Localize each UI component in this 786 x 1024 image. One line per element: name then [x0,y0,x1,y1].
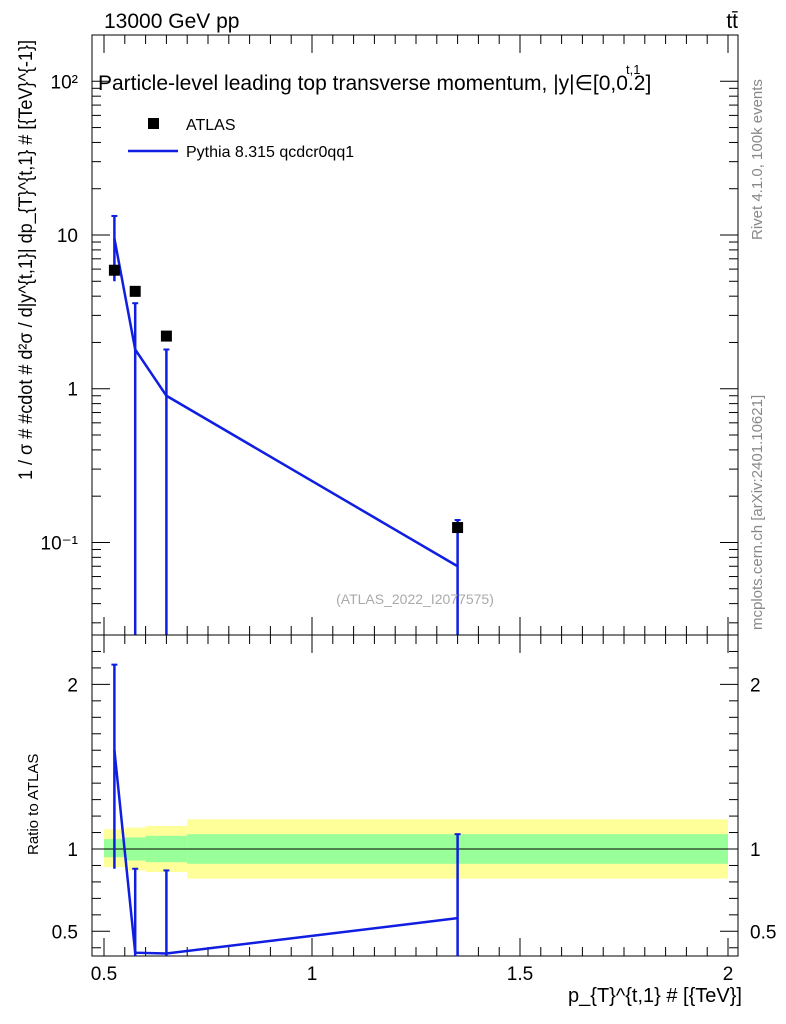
main-panel: 10⁻¹ 1 10 10² (ATLAS_2022_I2077575) [41,34,739,636]
x-tick-labels: 0.5 1 1.5 2 [91,964,734,985]
legend-model-label: Pythia 8.315 qcdcr0qq1 [186,144,354,161]
legend-atlas-label: ATLAS [186,117,236,134]
y-tick-label: 1 [67,380,78,401]
ratio-y-tick-label: 0.5 [52,922,78,943]
source-label: mcplots.cern.ch [arXiv:2401.10621] [749,395,766,630]
x-tick-label: 1 [307,964,318,985]
chart-title: Particle-level leading top transverse mo… [98,62,651,95]
y-tick-label: 10² [51,72,78,93]
atlas-marker [129,285,141,297]
ratio-axis-ticks [92,635,738,956]
ratio-panel: 0.5 0.5 1 1 2 2 0.5 1 1.5 2 [52,634,777,985]
energy-label: 13000 GeV pp [104,10,239,33]
ratio-frame [91,634,739,957]
legend: ATLAS Pythia 8.315 qcdcr0qq1 [128,117,354,161]
process-label: tt̄ [726,10,738,33]
x-tick-label: 0.5 [91,964,117,985]
x-axis-label: p_{T}^{t,1} # [{TeV}] [568,985,742,1007]
atlas-markers [108,264,464,534]
legend-atlas-marker [148,118,159,129]
ratio-y-tick-label-right: 1 [750,840,761,861]
rivet-version-label: Rivet 4.1.0, 100k events [749,79,766,240]
ratio-error-bars [111,663,461,956]
ratio-y-tick-label: 2 [67,675,78,696]
x-tick-label: 2 [723,964,734,985]
atlas-marker [452,522,464,534]
y-tick-label: 10 [57,226,78,247]
chart-title-superscript: t,1 [626,62,640,77]
atlas-marker [160,330,172,342]
x-tick-label: 1.5 [507,964,533,985]
ratio-y-tick-label-right: 2 [750,675,761,696]
main-y-tick-labels: 10⁻¹ 1 10 10² [41,72,79,554]
main-y-axis-label: 1 / σ # #cdot # d²σ / d|y^{t,1}| dp_{T}^… [16,40,37,480]
main-axis-ticks [92,34,738,635]
model-line [113,238,459,568]
ratio-y-tick-labels: 0.5 0.5 1 1 2 2 [52,675,777,943]
ratio-y-axis-label: Ratio to ATLAS [25,754,42,855]
analysis-label: (ATLAS_2022_I2077575) [336,591,494,607]
ratio-y-tick-label: 1 [67,840,78,861]
model-error-bars [111,214,461,635]
ratio-line [113,750,458,955]
atlas-marker [108,264,120,276]
y-tick-label: 10⁻¹ [41,533,79,554]
chart-title-text: Particle-level leading top transverse mo… [98,72,651,95]
ratio-y-tick-label-right: 0.5 [750,922,776,943]
